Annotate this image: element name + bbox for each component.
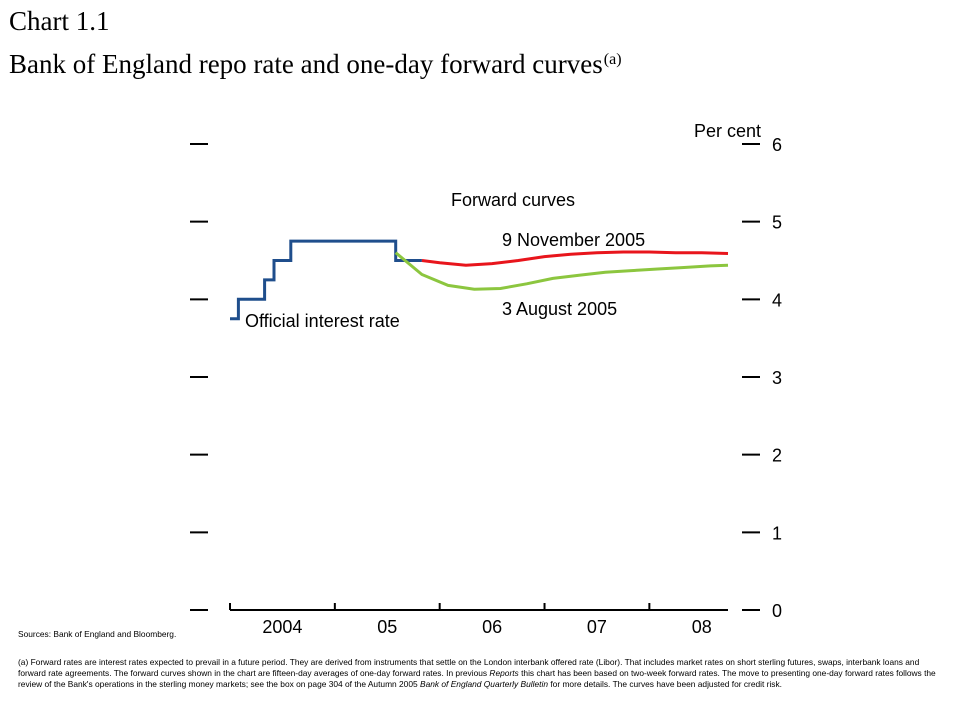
x-tick-label-05: 05 [377, 617, 397, 637]
y-tick-label-6: 6 [772, 135, 782, 155]
y-tick-label-3: 3 [772, 368, 782, 388]
y-axis-label: Per cent [694, 121, 761, 141]
y-tick-label-2: 2 [772, 446, 782, 466]
y-tick-label-5: 5 [772, 213, 782, 233]
y-tick-label-4: 4 [772, 290, 782, 310]
series-line-2 [394, 251, 729, 291]
footnote-text-2: this chart has been based on two-week fo… [18, 668, 936, 689]
annotation-nov-2005: 9 November 2005 [502, 230, 645, 250]
x-tick-label-07: 07 [587, 617, 607, 637]
x-tick-label-06: 06 [482, 617, 502, 637]
y-tick-label-0: 0 [772, 601, 782, 621]
footnote-bulletin: Bank of England Quarterly Bulletin [419, 679, 549, 689]
footnote-text-3: for more details. The curves have been a… [550, 679, 783, 689]
footnote: (a) Forward rates are interest rates exp… [18, 657, 948, 690]
series-line-1 [421, 250, 729, 267]
footnote-reports: Reports [489, 668, 519, 678]
x-tick-label-08: 08 [692, 617, 712, 637]
footnote-text-1: (a) Forward rates are interest rates exp… [18, 657, 920, 678]
title-footnote-marker: (a) [603, 51, 622, 68]
annotation-official-rate: Official interest rate [245, 311, 400, 331]
series-line-0 [230, 239, 422, 321]
x-tick-label-2004: 2004 [262, 617, 302, 637]
chart-title: Bank of England repo rate and one-day fo… [9, 44, 622, 80]
annotation-forward-curves: Forward curves [451, 190, 575, 210]
y-tick-label-1: 1 [772, 523, 782, 543]
sources-note: Sources: Bank of England and Bloomberg. [18, 629, 177, 639]
chart-title-text: Bank of England repo rate and one-day fo… [9, 49, 603, 79]
annotation-aug-2005: 3 August 2005 [502, 299, 617, 319]
chart-number: Chart 1.1 [9, 6, 110, 36]
